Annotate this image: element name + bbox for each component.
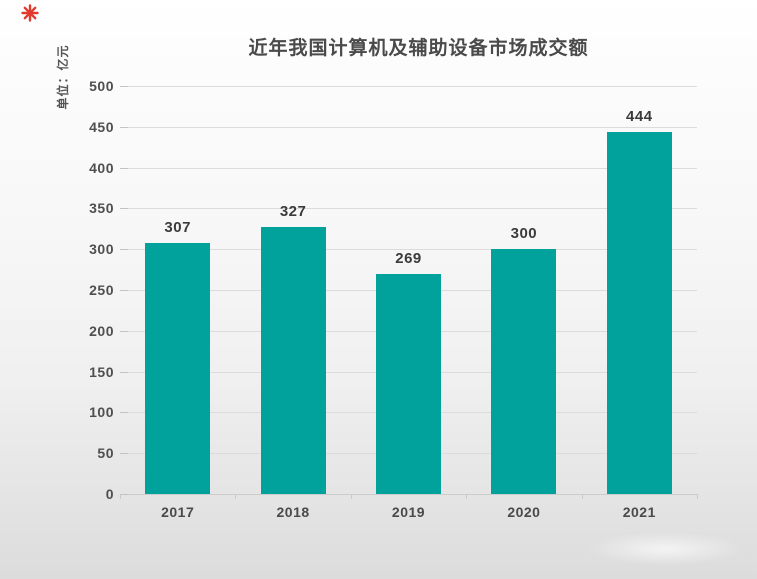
y-tick-mark-50 xyxy=(120,453,128,455)
x-axis-label-2020: 2020 xyxy=(507,504,541,520)
x-axis-label-2021: 2021 xyxy=(622,504,656,520)
y-tick-mark-100 xyxy=(120,412,128,414)
gridline-450 xyxy=(120,126,697,128)
y-tick-label-100: 100 xyxy=(89,404,114,421)
y-tick-mark-350 xyxy=(120,208,128,210)
bar-value-2019: 269 xyxy=(395,250,422,268)
x-axis-label-2017: 2017 xyxy=(161,504,195,520)
y-tick-label-150: 150 xyxy=(89,363,114,380)
x-tick-mark-1 xyxy=(235,494,237,499)
chart-title: 近年我国计算机及辅助设备市场成交额 xyxy=(248,38,589,59)
x-axis-label-2018: 2018 xyxy=(276,504,310,520)
y-tick-label-400: 400 xyxy=(89,159,114,176)
y-tick-mark-0 xyxy=(120,494,128,495)
y-tick-mark-150 xyxy=(120,371,128,373)
y-tick-label-500: 500 xyxy=(89,78,114,94)
x-axis-label-2019: 2019 xyxy=(391,504,426,520)
y-tick-label-50: 50 xyxy=(97,445,114,462)
gridline-500 xyxy=(120,86,697,87)
gridline-350 xyxy=(120,208,697,210)
bar-value-2021: 444 xyxy=(626,107,653,125)
gridline-0 xyxy=(120,494,697,495)
y-tick-mark-500 xyxy=(120,86,128,87)
y-tick-mark-200 xyxy=(120,330,128,332)
red-asterisk-svg xyxy=(21,4,39,22)
x-tick-mark-3 xyxy=(466,494,468,499)
y-tick-label-250: 250 xyxy=(89,282,114,298)
x-tick-mark-2 xyxy=(350,494,352,499)
y-tick-label-450: 450 xyxy=(89,118,114,135)
bar-2020 xyxy=(491,249,557,494)
gridline-300 xyxy=(120,249,697,251)
y-tick-mark-250 xyxy=(120,290,128,291)
watermark-smudge xyxy=(585,532,745,566)
y-tick-mark-450 xyxy=(120,126,128,128)
bar-2017 xyxy=(145,243,211,494)
x-tick-mark-0 xyxy=(120,494,121,499)
gridline-400 xyxy=(120,167,697,169)
bar-2021 xyxy=(606,131,672,494)
bar-value-2018: 327 xyxy=(279,203,307,221)
y-tick-label-350: 350 xyxy=(89,200,114,217)
y-tick-label-300: 300 xyxy=(89,241,114,258)
y-tick-label-0: 0 xyxy=(105,486,114,502)
bar-value-2020: 300 xyxy=(510,225,538,243)
x-tick-mark-5 xyxy=(697,494,698,499)
y-tick-label-200: 200 xyxy=(89,322,114,339)
x-tick-mark-4 xyxy=(581,494,583,499)
y-tick-mark-300 xyxy=(120,249,128,251)
bar-2018 xyxy=(260,227,326,494)
y-tick-mark-400 xyxy=(120,167,128,169)
red-asterisk-icon xyxy=(21,4,39,22)
bar-value-2017: 307 xyxy=(164,219,191,237)
bar-2019 xyxy=(376,274,441,494)
